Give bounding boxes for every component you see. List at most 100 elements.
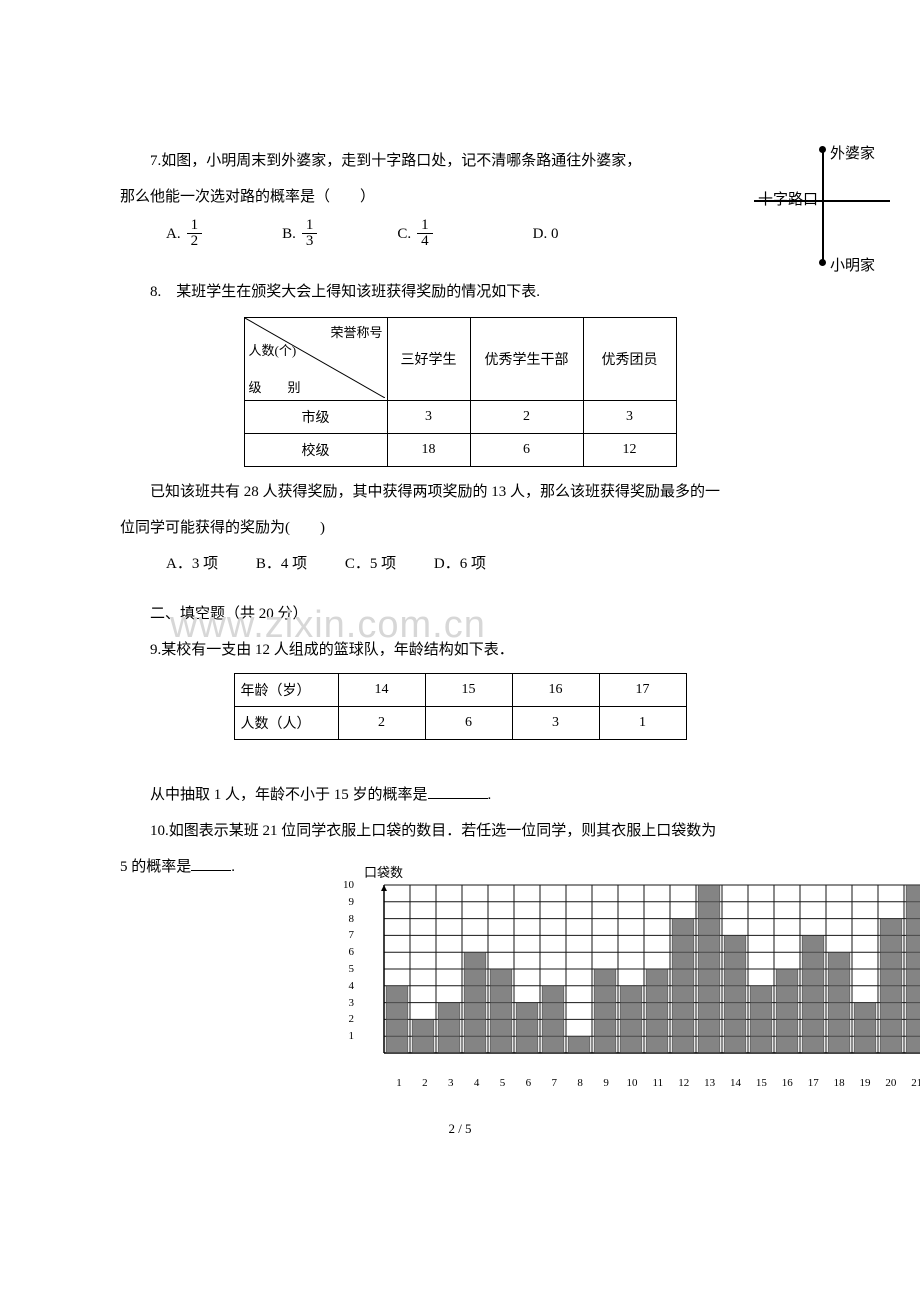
q8-table: 荣誉称号 人数(个) 级 别 三好学生 优秀学生干部 优秀团员 市级 3 2 3…: [244, 317, 677, 467]
q10-xtick-12: 12: [671, 1077, 697, 1089]
q8-row-0-h: 市级: [244, 401, 387, 434]
q10-ytick-4: 4: [340, 980, 354, 992]
q9-text: 9.某校有一支由 12 人组成的篮球队，年龄结构如下表．: [120, 635, 800, 665]
q8-col-2: 优秀团员: [583, 318, 676, 401]
q10-xtick-4: 4: [464, 1077, 490, 1089]
q10-ytick-8: 8: [340, 913, 354, 925]
q9-r2-0: 2: [338, 707, 425, 740]
q7-opt-a-label: A.: [166, 219, 181, 249]
q10-ytick-9: 9: [340, 896, 354, 908]
q8-text3: 位同学可能获得的奖励为( ): [120, 513, 800, 543]
q8-row-1-v0: 18: [387, 434, 470, 467]
q10-chart-area: 12345678910 1234567891011121314151617181…: [366, 881, 920, 1071]
page-footer: 2 / 5: [120, 1121, 800, 1137]
section2-heading: 二、填空题（共 20 分）: [120, 599, 800, 629]
q9-text2-after: .: [488, 787, 492, 803]
q10-chart-ylabel: 口袋数: [364, 862, 920, 881]
q9-r1h: 年龄（岁）: [234, 674, 338, 707]
q9-r2-2: 3: [512, 707, 599, 740]
q8-opt-a: A．3 项: [166, 556, 218, 572]
q10-xtick-6: 6: [515, 1077, 541, 1089]
q8-row-1-v2: 12: [583, 434, 676, 467]
q10-text2-pre: 5 的概率是: [120, 859, 191, 875]
q8-col-0: 三好学生: [387, 318, 470, 401]
q7-opt-b: B. 1 3: [282, 218, 317, 249]
q7-opt-d: D. 0: [533, 218, 559, 249]
q8-diag-top: 荣誉称号: [330, 322, 382, 341]
q10-xtick-5: 5: [490, 1077, 516, 1089]
q8-col-1: 优秀学生干部: [470, 318, 583, 401]
q10-xtick-15: 15: [748, 1077, 774, 1089]
q8-diag-mid: 人数(个): [249, 340, 297, 359]
q8-row-1-v1: 6: [470, 434, 583, 467]
q7-fig-label-top: 外婆家: [830, 142, 875, 163]
q7-fig-dot-bottom: [819, 259, 826, 266]
q10-xtick-8: 8: [567, 1077, 593, 1089]
q9-blank: [428, 784, 488, 799]
q10-xtick-18: 18: [826, 1077, 852, 1089]
q10-xtick-11: 11: [645, 1077, 671, 1089]
q7-opt-c-frac: 1 4: [417, 218, 433, 249]
q8-options: A．3 项 B．4 项 C．5 项 D．6 项: [166, 549, 800, 579]
q10-xtick-13: 13: [697, 1077, 723, 1089]
q7-opt-b-label: B.: [282, 219, 296, 249]
q8-text: 8. 某班学生在颁奖大会上得知该班获得奖励的情况如下表.: [120, 277, 800, 307]
q10-xtick-1: 1: [386, 1077, 412, 1089]
q10-xtick-20: 20: [878, 1077, 904, 1089]
q9-r1-1: 15: [425, 674, 512, 707]
q7-figure: 外婆家 十字路口 小明家: [740, 140, 890, 270]
q8-text2: 已知该班共有 28 人获得奖励，其中获得两项奖励的 13 人，那么该班获得奖励最…: [120, 477, 800, 507]
q10-ytick-7: 7: [340, 929, 354, 941]
q9-r2h: 人数（人）: [234, 707, 338, 740]
q10-ytick-2: 2: [340, 1013, 354, 1025]
q8-opt-d: D．6 项: [434, 556, 486, 572]
q10-blank: [191, 856, 231, 871]
q10-xtick-10: 10: [619, 1077, 645, 1089]
q8-row-1: 校级 18 6 12: [244, 434, 676, 467]
q10-ytick-6: 6: [340, 946, 354, 958]
q8-opt-b: B．4 项: [256, 556, 307, 572]
q9-text2-wrap: 从中抽取 1 人，年龄不小于 15 岁的概率是.: [120, 780, 800, 810]
q7-text-line1: 7.如图，小明周末到外婆家，走到十字路口处，记不清哪条路通往外婆家，: [120, 146, 800, 176]
q7-fig-label-bottom: 小明家: [830, 254, 875, 275]
q10-xtick-9: 9: [593, 1077, 619, 1089]
q9-text2: 从中抽取 1 人，年龄不小于 15 岁的概率是: [150, 787, 428, 803]
q10-ytick-3: 3: [340, 997, 354, 1009]
q7-text-line2: 那么他能一次选对路的概率是（ ）: [120, 182, 800, 212]
q10-xtick-16: 16: [774, 1077, 800, 1089]
q10-xtick-17: 17: [800, 1077, 826, 1089]
q8-diag-bottom: 级 别: [249, 377, 301, 396]
q9-r2-1: 6: [425, 707, 512, 740]
q10-xtick-3: 3: [438, 1077, 464, 1089]
q10-xtick-14: 14: [723, 1077, 749, 1089]
q7-fig-label-mid: 十字路口: [758, 188, 818, 209]
q10-text2-after: .: [231, 859, 235, 875]
q8-row-0-v0: 3: [387, 401, 470, 434]
q7-opt-c: C. 1 4: [397, 218, 432, 249]
q9-r2-3: 1: [599, 707, 686, 740]
q7-opt-b-frac: 1 3: [302, 218, 318, 249]
q10-xtick-19: 19: [852, 1077, 878, 1089]
q8-row-0-v1: 2: [470, 401, 583, 434]
q8-table-diag-cell: 荣誉称号 人数(个) 级 别: [244, 318, 387, 401]
q9-row-1: 人数（人） 2 6 3 1: [234, 707, 686, 740]
q8-row-0-v2: 3: [583, 401, 676, 434]
q9-table: 年龄（岁） 14 15 16 17 人数（人） 2 6 3 1: [234, 673, 687, 740]
q9-r1-2: 16: [512, 674, 599, 707]
q7-options: A. 1 2 B. 1 3 C. 1 4 D. 0: [166, 218, 800, 249]
q10-chart-svg: [366, 881, 920, 1071]
q8-opt-c: C．5 项: [345, 556, 396, 572]
q10-xtick-21: 21: [904, 1077, 920, 1089]
q10-chart: 口袋数 12345678910 123456789101112131415161…: [350, 862, 920, 1071]
q7-opt-a-frac: 1 2: [187, 218, 203, 249]
q10-chart-xticks: 123456789101112131415161718192021: [386, 1077, 920, 1089]
q10-ytick-10: 10: [340, 879, 354, 891]
q7-fig-vline: [822, 148, 824, 262]
q10-ytick-5: 5: [340, 963, 354, 975]
q7-fig-dot-top: [819, 146, 826, 153]
q7-opt-c-label: C.: [397, 219, 411, 249]
q8-row-1-h: 校级: [244, 434, 387, 467]
q9-r1-0: 14: [338, 674, 425, 707]
q8-row-0: 市级 3 2 3: [244, 401, 676, 434]
q10-ytick-1: 1: [340, 1030, 354, 1042]
